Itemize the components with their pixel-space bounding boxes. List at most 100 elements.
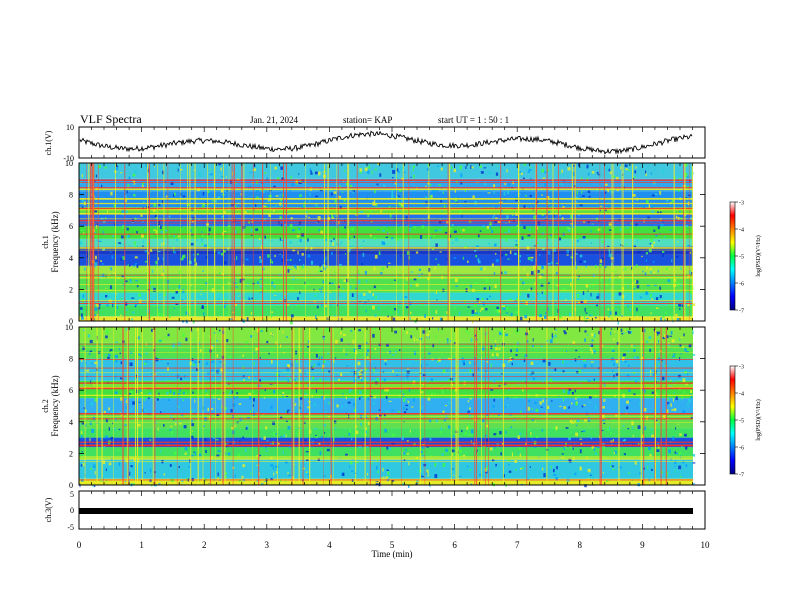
spectrogram-speck [331, 354, 334, 357]
spectrogram-speck [315, 389, 317, 393]
spectrogram-speck [516, 348, 518, 352]
spectrogram-speck [536, 200, 539, 204]
spectrogram-speck [378, 251, 381, 255]
spectrogram-speck [96, 222, 99, 225]
spectrogram-speck [333, 172, 336, 174]
spectrogram-speck [319, 451, 322, 456]
spectrogram-speck [512, 214, 514, 216]
spectrogram-speck [122, 225, 125, 229]
spectrogram-speck [673, 408, 677, 411]
spectrogram-speck [171, 430, 173, 435]
spectrogram-speck [669, 229, 672, 231]
spectrogram-speck [586, 164, 589, 169]
spectrogram-speck [633, 245, 637, 248]
spectrogram-speck [102, 460, 106, 464]
spectrogram-speck [374, 168, 377, 171]
spectrogram-speck [392, 354, 395, 356]
ch1-ylabel-channel: ch.1 [41, 235, 50, 249]
spectrogram-speck [317, 362, 320, 366]
spectrogram-speck [617, 321, 619, 325]
spectrogram-speck [266, 340, 269, 344]
spectrogram-speck [120, 397, 123, 401]
spectrogram-speck [483, 267, 486, 270]
spectrogram-speck [587, 468, 591, 473]
spectrogram-speck [602, 446, 605, 450]
spectrogram-speck [677, 423, 679, 425]
spectrogram-speck [81, 422, 84, 425]
spectrogram-speck [169, 389, 172, 394]
spectrogram-speck [104, 166, 108, 169]
spectrogram-speck [296, 359, 298, 363]
spectrogram-speck [559, 172, 561, 174]
spectrogram-speck [426, 445, 429, 448]
spectrogram-speck [620, 317, 623, 319]
spectrogram-speck [387, 232, 389, 236]
spectrogram-speck [622, 332, 625, 334]
spectrogram-speck [367, 457, 369, 459]
spectrogram-speck [630, 231, 633, 235]
spectrogram-speck [602, 419, 605, 421]
spectrogram-speck [572, 392, 574, 396]
spectrogram-speck [350, 329, 353, 332]
spectrogram-speck [158, 392, 160, 397]
spectrogram-speck [217, 450, 221, 453]
spectrogram-speck [295, 179, 299, 184]
spectrogram-speck [561, 467, 565, 469]
spectrogram-speck [579, 260, 583, 263]
spectrogram-speck [284, 167, 287, 169]
spectrogram-speck [110, 267, 112, 271]
spectrogram-speck [412, 168, 414, 172]
spectrogram-speck [563, 447, 565, 450]
spectrogram-speck [451, 166, 453, 170]
spectrogram-speck [355, 350, 358, 354]
spectrogram-speck [288, 420, 290, 424]
spectrogram-speck [421, 406, 423, 409]
spectrogram-speck [170, 379, 173, 381]
spectrogram-speck [173, 391, 176, 396]
spectrogram-speck [127, 184, 130, 187]
spectrogram-speck [365, 430, 367, 434]
spectrogram-speck [591, 223, 595, 225]
spectrogram-speck [392, 369, 394, 373]
spectrogram-speck [439, 317, 443, 322]
spectrogram-speck [658, 340, 659, 343]
spectrogram-speck [128, 426, 130, 429]
spectrogram-speck [589, 314, 591, 317]
spectrogram-speck [494, 243, 497, 247]
spectrogram-speck [179, 388, 181, 392]
spectrogram-speck [679, 344, 682, 347]
spectrogram-speck [633, 349, 636, 353]
spectrogram-speck [403, 458, 406, 462]
spectrogram-speck [450, 461, 452, 465]
spectrogram-speck [660, 361, 664, 363]
spectrogram-speck [276, 316, 279, 318]
spectrogram-speck [305, 473, 308, 475]
spectrogram-speck [415, 251, 419, 254]
spectrogram-speck [643, 389, 646, 393]
spectrogram-speck [542, 381, 545, 384]
spectrogram-speck [223, 210, 226, 214]
spectrogram-speck [572, 341, 576, 345]
spectrogram-speck [125, 199, 127, 203]
spectrogram-speck [605, 167, 608, 171]
spectrogram-speck [427, 277, 430, 281]
spectrogram-speck [371, 461, 373, 465]
spectrogram-speck [494, 343, 496, 347]
spectrogram-speck [221, 252, 224, 256]
spectrogram-speck [582, 236, 586, 239]
spectrogram-speck [86, 253, 90, 256]
spectrogram-speck [548, 382, 550, 386]
spectrogram-speck [612, 293, 615, 296]
spectrogram-speck [366, 352, 368, 356]
spectrogram-speck [333, 191, 337, 194]
ch1-colorbar-tick-label: -3 [739, 201, 744, 207]
spectrogram-speck [260, 330, 263, 332]
spectrogram-speck [183, 476, 185, 479]
spectrogram-speck [523, 267, 525, 271]
spectrogram-speck [434, 266, 436, 270]
spectrogram-speck [155, 260, 158, 265]
spectrogram-speck [406, 453, 410, 455]
spectrogram-speck [595, 264, 597, 268]
spectrogram-speck [314, 295, 317, 297]
spectrogram-speck [442, 463, 446, 467]
